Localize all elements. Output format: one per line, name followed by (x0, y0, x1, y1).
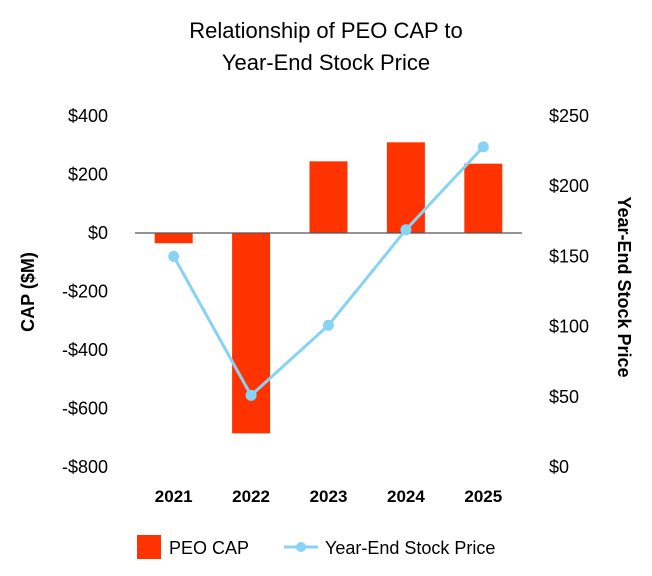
stock-price-point-2025 (477, 141, 489, 153)
right-axis-ticks: $250 $200 $150 $100 $50 $0 (549, 106, 589, 477)
right-tick-label: $250 (549, 106, 589, 126)
x-tick-label: 2021 (155, 487, 193, 506)
bar-peo-cap-2021 (154, 233, 193, 244)
right-tick-label: $100 (549, 317, 589, 337)
right-tick-label: $0 (549, 457, 569, 477)
x-tick-label: 2025 (464, 487, 502, 506)
left-tick-label: -$600 (62, 399, 108, 419)
left-tick-label: $400 (68, 106, 108, 126)
left-axis-label: CAP ($M) (18, 252, 38, 332)
right-tick-label: $200 (549, 176, 589, 196)
chart-title-line-1: Relationship of PEO CAP to (189, 18, 463, 43)
x-axis-ticks: 2021 2022 2023 2024 2025 (155, 487, 502, 506)
chart-title-line-2: Year-End Stock Price (222, 50, 430, 75)
legend-swatch-peo-cap (137, 535, 161, 559)
left-tick-label: -$400 (62, 340, 108, 360)
legend: PEO CAP Year-End Stock Price (137, 535, 495, 559)
x-tick-label: 2022 (232, 487, 270, 506)
right-tick-label: $150 (549, 246, 589, 266)
stock-price-point-2021 (168, 250, 180, 262)
x-tick-label: 2023 (310, 487, 348, 506)
left-tick-label: -$800 (62, 457, 108, 477)
left-tick-label: -$200 (62, 282, 108, 302)
x-tick-label: 2024 (387, 487, 425, 506)
legend-label-stock-price: Year-End Stock Price (325, 538, 495, 558)
left-axis-ticks: $400 $200 $0 -$200 -$400 -$600 -$800 (62, 106, 108, 477)
bar-peo-cap-2024 (386, 142, 425, 233)
stock-price-point-2024 (400, 224, 412, 236)
bar-peo-cap-2022 (232, 233, 271, 434)
stock-price-point-2023 (323, 319, 334, 331)
legend-swatch-marker (296, 542, 306, 552)
right-tick-label: $50 (549, 387, 579, 407)
bar-peo-cap-2023 (309, 161, 348, 233)
legend-label-peo-cap: PEO CAP (169, 538, 249, 558)
left-tick-label: $0 (88, 223, 108, 243)
left-tick-label: $200 (68, 165, 108, 185)
line-series (168, 141, 489, 401)
bar-peo-cap-2025 (464, 163, 503, 233)
bar-series (154, 142, 503, 434)
right-axis-label: Year-End Stock Price (614, 196, 634, 377)
stock-price-point-2022 (245, 389, 257, 401)
